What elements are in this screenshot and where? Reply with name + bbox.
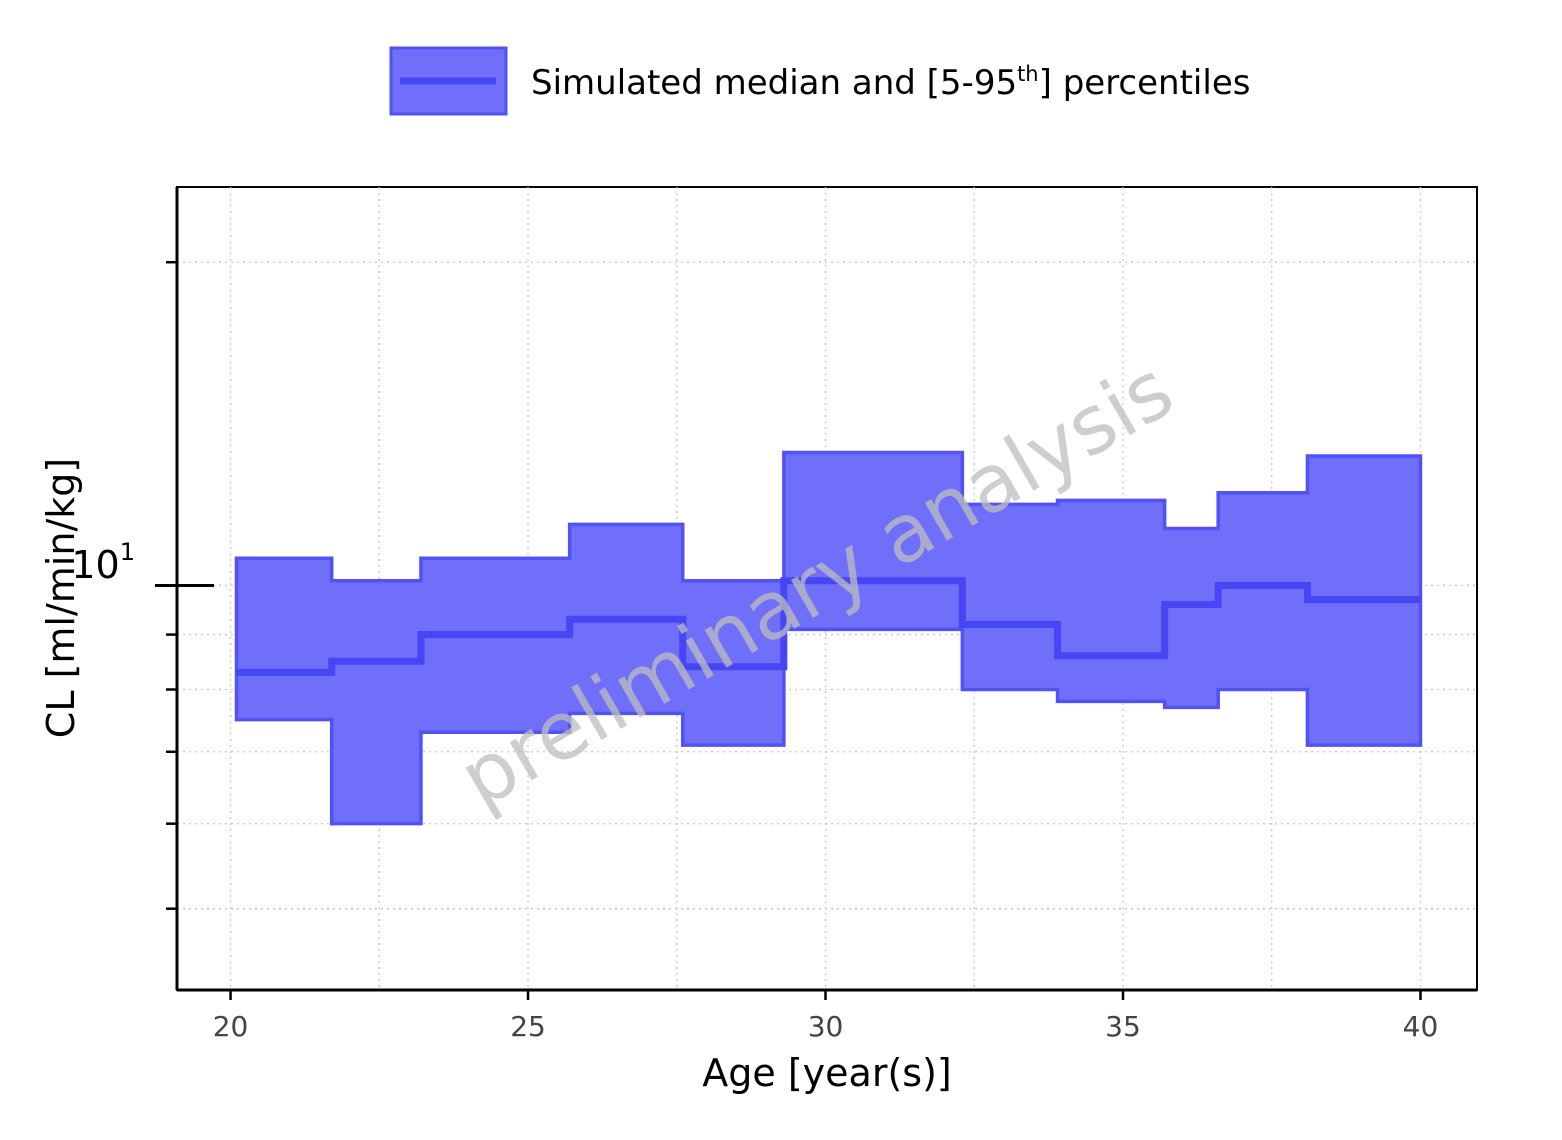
y-major-tick-label: 101 xyxy=(71,538,135,587)
legend-label-main: Simulated median and [5-95 xyxy=(531,63,1017,103)
x-tick-label: 25 xyxy=(510,1010,546,1043)
x-tick-label: 40 xyxy=(1403,1010,1439,1043)
y-ticks xyxy=(155,260,214,910)
median-line-layer xyxy=(236,577,1421,676)
x-tick-label: 20 xyxy=(213,1010,249,1043)
legend-label-superscript: th xyxy=(1017,62,1039,86)
x-tick-label: 35 xyxy=(1105,1010,1141,1043)
axes: 20 25 30 35 40 101 Age [year(s)] CL [ml/min/… xyxy=(39,187,1477,1095)
legend-label: Simulated median and [5-95th] percentile… xyxy=(531,62,1250,103)
median-line xyxy=(236,577,1421,676)
percentile-band-layer xyxy=(234,450,1423,826)
x-axis-title: Age [year(s)] xyxy=(702,1051,951,1095)
y-major-tick-base: 10 xyxy=(71,543,119,587)
percentile-band xyxy=(234,450,1423,826)
legend: Simulated median and [5-95th] percentile… xyxy=(389,46,1250,116)
x-tick-label: 30 xyxy=(808,1010,844,1043)
x-ticks: 20 25 30 35 40 xyxy=(213,990,1439,1043)
y-major-tick-exponent: 1 xyxy=(120,538,135,566)
plot-panel: preliminary analysis xyxy=(176,186,1478,991)
legend-label-end: ] percentiles xyxy=(1039,63,1251,103)
y-axis-title: CL [ml/min/kg] xyxy=(39,458,83,738)
